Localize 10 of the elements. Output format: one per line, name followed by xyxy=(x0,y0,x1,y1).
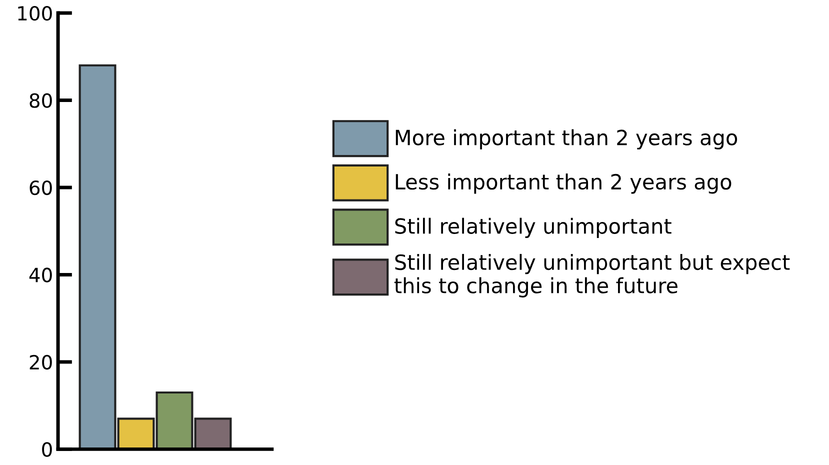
y-tick-label: 20 xyxy=(30,354,52,370)
legend-label: Still relatively unimportant xyxy=(395,218,672,238)
y-tick-label: 80 xyxy=(30,93,52,108)
legend-label: Less important than 2 years ago xyxy=(396,174,732,194)
legend-label: Still relatively unimportant but expect this to change in the future xyxy=(394,254,790,298)
y-tick-label: 40 xyxy=(29,268,52,282)
y-tick-label: 0 xyxy=(42,442,52,457)
legend-label: More important than 2 years ago xyxy=(396,129,738,150)
y-tick-label: 100 xyxy=(18,6,52,21)
y-tick-label: 60 xyxy=(30,180,52,196)
